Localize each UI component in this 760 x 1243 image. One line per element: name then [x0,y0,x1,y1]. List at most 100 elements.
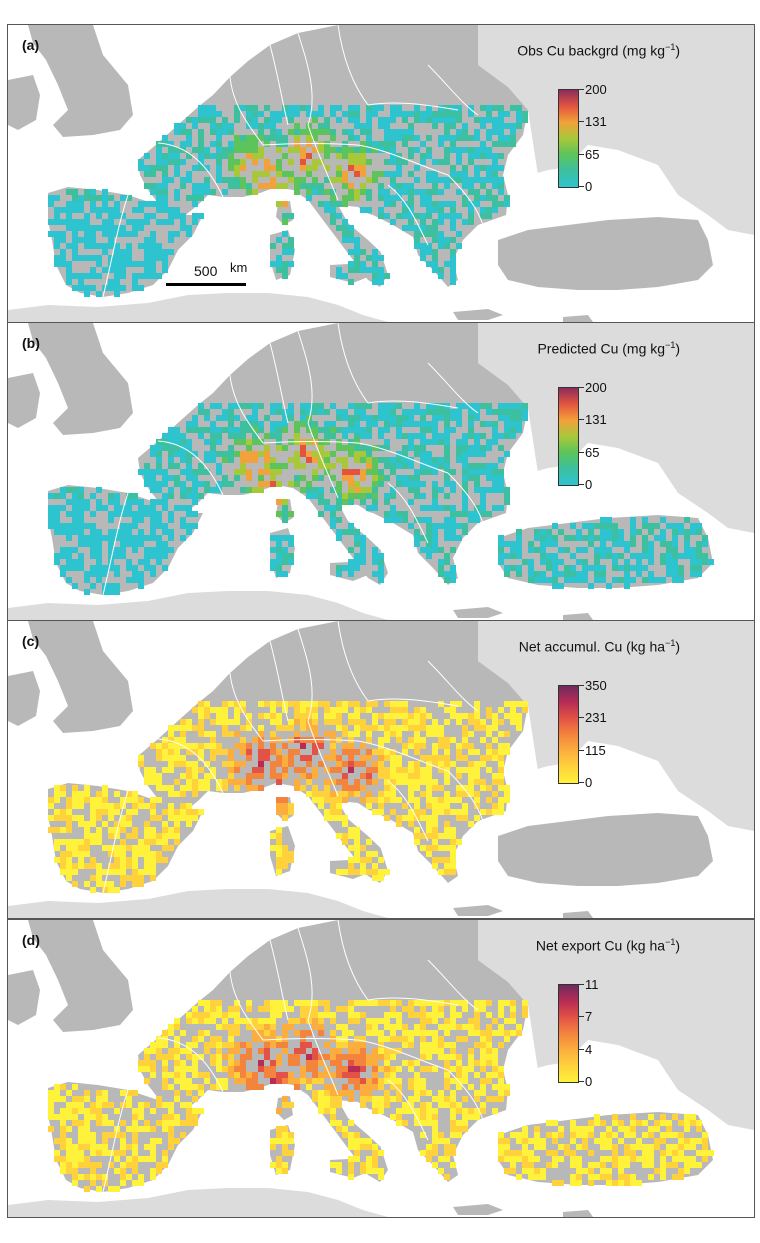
grid-cell [444,1078,450,1084]
grid-cell [276,719,282,725]
grid-cell [426,725,432,731]
grid-cell [168,737,174,743]
grid-cell [174,827,180,833]
grid-cell [690,1120,696,1126]
grid-cell [648,1174,654,1180]
grid-cell [444,791,450,797]
grid-cell [474,791,480,797]
grid-cell [348,451,354,457]
grid-cell [258,439,264,445]
grid-cell [330,475,336,481]
grid-cell [414,493,420,499]
grid-cell [126,1090,132,1096]
grid-cell [708,559,714,565]
grid-cell [618,565,624,571]
grid-cell [480,183,486,189]
grid-cell [144,767,150,773]
grid-cell [450,1126,456,1132]
country-border [307,1019,339,1096]
grid-cell [510,707,516,713]
grid-cell [228,773,234,779]
grid-cell [432,803,438,809]
grid-cell [222,779,228,785]
grid-cell [414,1084,420,1090]
grid-cell [372,421,378,427]
grid-cell [294,1018,300,1024]
grid-cell [348,713,354,719]
grid-cell [228,1006,234,1012]
grid-cell [456,701,462,707]
grid-cell [156,517,162,523]
grid-cell [318,189,324,195]
grid-cell [288,403,294,409]
grid-cell [258,713,264,719]
grid-cell [684,1144,690,1150]
grid-cell [150,827,156,833]
grid-cell [558,547,564,553]
grid-cell [210,129,216,135]
grid-cell [216,1024,222,1030]
grid-cell [624,1150,630,1156]
grid-cell [252,177,258,183]
country-border [269,939,289,1021]
grid-cell [414,773,420,779]
grid-cell [606,1126,612,1132]
grid-cell [444,1042,450,1048]
grid-cell [246,749,252,755]
grid-cell [408,445,414,451]
grid-cell [48,493,54,499]
grid-cell [522,701,528,707]
grid-cell [516,415,522,421]
grid-cell [90,803,96,809]
legend-tick-mark [579,782,584,783]
grid-cell [144,773,150,779]
grid-cell [420,815,426,821]
grid-cell [360,559,366,565]
grid-cell [378,267,384,273]
grid-cell [360,1036,366,1042]
grid-cell [384,1078,390,1084]
grid-cell [192,1018,198,1024]
grid-cell [450,1048,456,1054]
unit-text: (kg ha [626,937,666,954]
grid-cell [504,111,510,117]
grid-cell [522,117,528,123]
grid-cell [504,487,510,493]
grid-cell [222,189,228,195]
grid-cell [600,547,606,553]
grid-cell [192,213,198,219]
grid-cell [288,749,294,755]
grid-cell [420,445,426,451]
grid-cell [168,827,174,833]
grid-cell [198,1012,204,1018]
grid-cell [222,1018,228,1024]
grid-cell [306,189,312,195]
grid-cell [126,261,132,267]
grid-cell [558,1144,564,1150]
grid-cell [288,857,294,863]
grid-cell [378,213,384,219]
grid-cell [204,707,210,713]
grid-cell [234,767,240,773]
grid-cell [150,183,156,189]
grid-cell [78,1174,84,1180]
grid-cell [168,809,174,815]
grid-cell [480,1042,486,1048]
grid-cell [90,583,96,589]
grid-cell [480,1066,486,1072]
grid-cell [366,839,372,845]
grid-cell [396,195,402,201]
grid-cell [282,183,288,189]
grid-cell [150,511,156,517]
grid-cell [336,147,342,153]
grid-cell [144,475,150,481]
grid-cell [132,809,138,815]
grid-cell [540,1138,546,1144]
grid-cell [354,255,360,261]
grid-cell [234,785,240,791]
grid-cell [600,1144,606,1150]
grid-cell [300,177,306,183]
grid-cell [78,1144,84,1150]
grid-cell [156,439,162,445]
grid-cell [240,487,246,493]
